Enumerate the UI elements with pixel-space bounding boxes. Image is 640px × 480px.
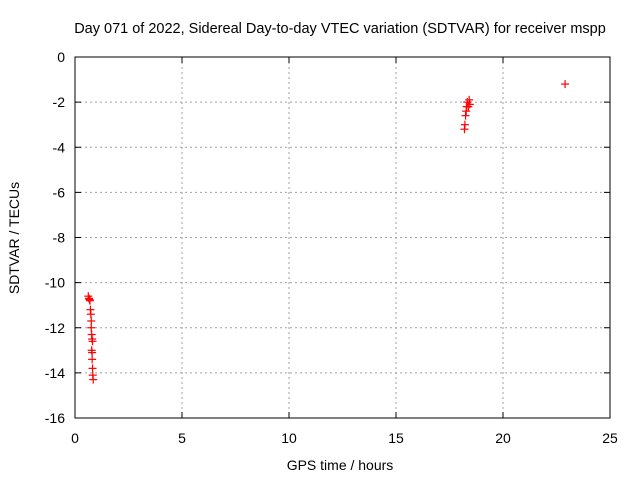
data-point — [465, 95, 474, 104]
y-tick-label: -16 — [45, 410, 65, 426]
x-tick-label: 15 — [388, 430, 404, 446]
y-tick-label: -6 — [53, 184, 66, 200]
data-points — [84, 80, 570, 384]
x-axis-label: GPS time / hours — [287, 457, 394, 473]
x-tick-label: 0 — [71, 430, 79, 446]
grid-layer — [75, 57, 610, 418]
data-point — [85, 296, 94, 305]
data-point — [88, 348, 97, 357]
data-point — [461, 111, 470, 120]
data-point — [89, 375, 98, 384]
y-tick-label: -12 — [45, 320, 65, 336]
data-point — [88, 355, 97, 364]
data-point — [87, 323, 96, 332]
chart-title: Day 071 of 2022, Sidereal Day-to-day VTE… — [74, 21, 606, 37]
x-tick-label: 20 — [495, 430, 511, 446]
y-axis-label: SDTVAR / TECUs — [6, 182, 22, 294]
y-tick-label: -10 — [45, 275, 65, 291]
data-point — [561, 80, 570, 89]
data-point — [88, 337, 97, 346]
x-tick-label: 25 — [602, 430, 618, 446]
data-point — [87, 316, 96, 325]
data-point — [86, 310, 95, 319]
data-point — [460, 120, 469, 129]
y-tick-label: -4 — [53, 139, 66, 155]
y-tick-label: -14 — [45, 365, 65, 381]
x-tick-label: 5 — [178, 430, 186, 446]
tick-layer — [74, 56, 611, 419]
y-tick-label: 0 — [57, 49, 65, 65]
y-tick-labels: -16 -14 -12 -10 -8 -6 -4 -2 0 — [45, 49, 65, 426]
y-tick-label: -2 — [53, 94, 66, 110]
data-point — [465, 100, 474, 109]
x-tick-labels: 0 5 10 15 20 25 — [71, 430, 618, 446]
x-tick-label: 10 — [281, 430, 297, 446]
data-point — [88, 364, 97, 373]
y-tick-label: -8 — [53, 230, 66, 246]
